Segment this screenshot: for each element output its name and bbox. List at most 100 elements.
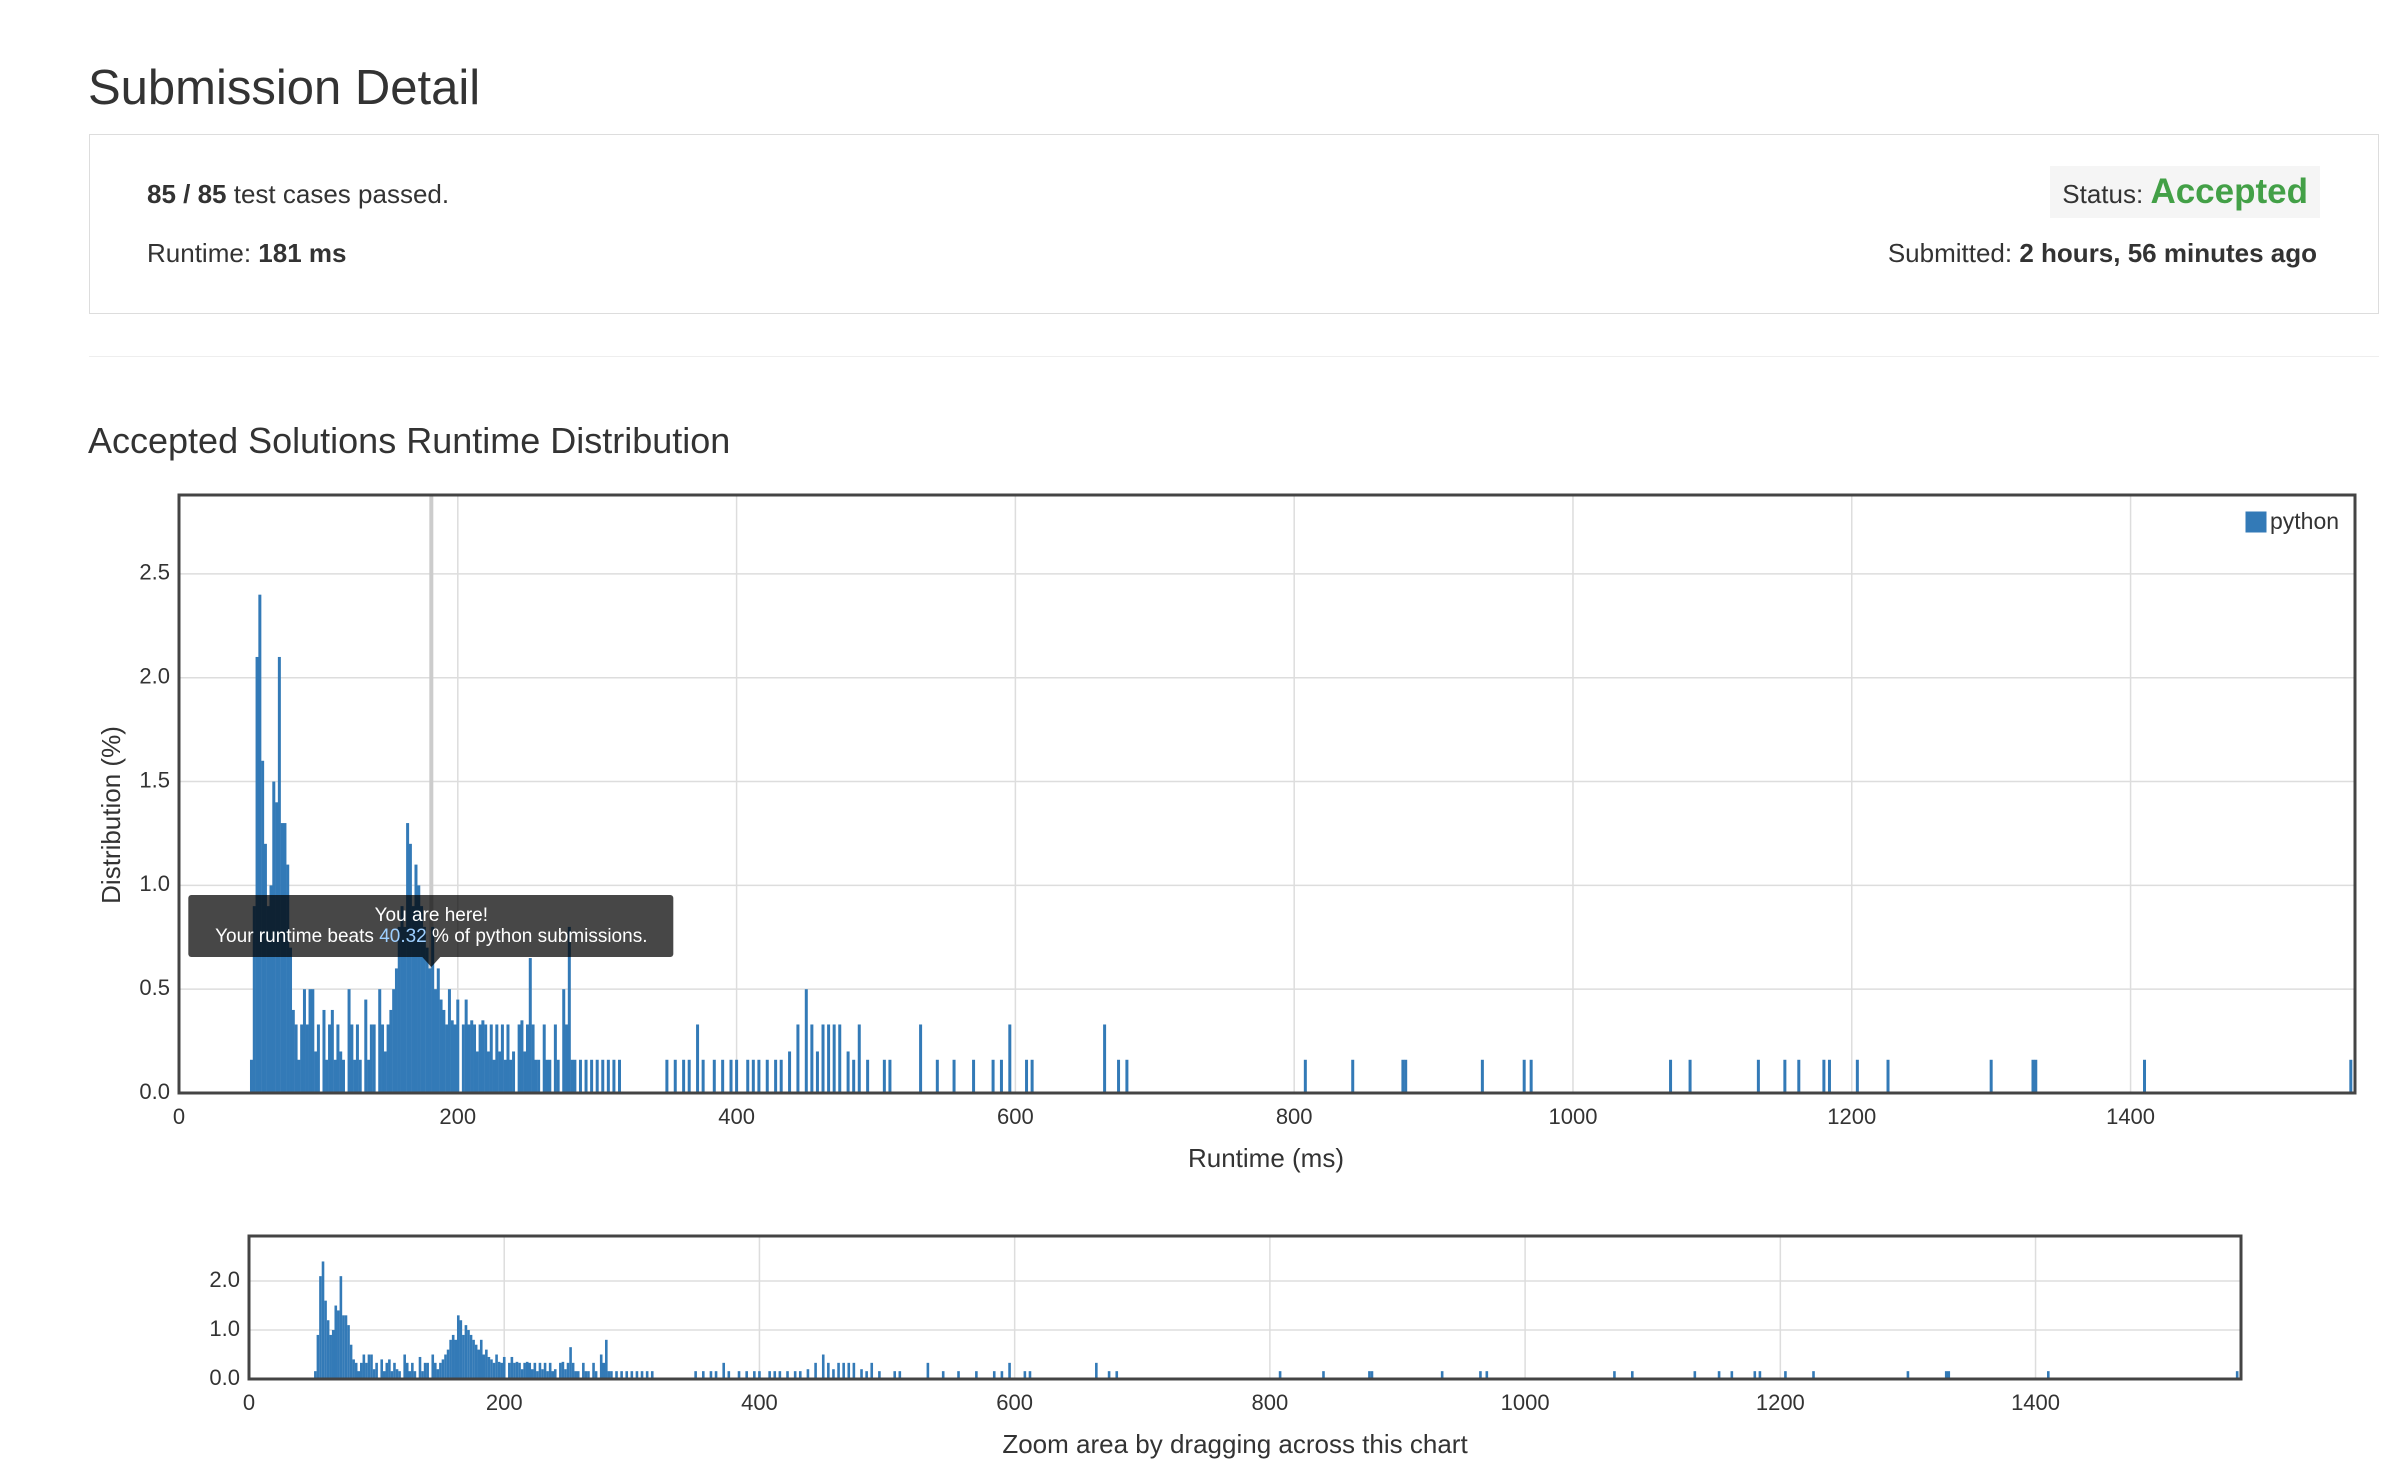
bar [773, 1371, 777, 1379]
bar [1797, 1059, 1801, 1093]
bar [737, 1371, 741, 1379]
bar [2143, 1059, 2147, 1093]
bar [607, 1371, 611, 1379]
bar [336, 1024, 340, 1093]
bar [1827, 1059, 1831, 1093]
bar [640, 1371, 644, 1379]
bar [796, 1024, 800, 1093]
bar [525, 1024, 529, 1093]
bar [300, 1024, 304, 1093]
bar [447, 989, 451, 1093]
bar [712, 1059, 716, 1093]
page-title: Submission Detail [88, 61, 481, 115]
bar [1717, 1371, 1721, 1379]
bar [330, 1009, 334, 1093]
bar [562, 989, 566, 1093]
bar [294, 1024, 298, 1093]
bar [528, 1362, 532, 1379]
x-tick-label: 1400 [2011, 1390, 2060, 1415]
bar [590, 1059, 594, 1093]
bar [592, 1362, 595, 1379]
bar [375, 1362, 378, 1379]
bar [498, 1051, 502, 1093]
bar [518, 1362, 521, 1379]
bar [397, 926, 401, 1093]
bar [425, 947, 429, 1093]
bar [344, 1315, 348, 1379]
bar [492, 1059, 496, 1093]
x-tick-label: 1200 [1756, 1390, 1805, 1415]
bar [584, 1059, 588, 1093]
bar [520, 1020, 524, 1093]
bar [489, 1024, 493, 1093]
x-tick-label: 400 [718, 1104, 755, 1129]
bar [882, 1059, 886, 1093]
bar [1730, 1371, 1734, 1379]
bar [542, 1024, 546, 1093]
bar [311, 989, 315, 1093]
bar [1303, 1059, 1307, 1093]
bar [359, 1362, 363, 1379]
bar [714, 1371, 718, 1379]
bar [337, 1310, 340, 1379]
bar [490, 1359, 493, 1379]
bar [481, 1020, 485, 1093]
bar [832, 1369, 835, 1379]
bar [1783, 1059, 1787, 1093]
bar [530, 1369, 534, 1379]
bar [469, 1334, 473, 1379]
bar [450, 1020, 454, 1093]
bar [548, 1059, 552, 1093]
bar [1404, 1059, 1408, 1093]
x-tick-label: 200 [439, 1104, 476, 1129]
status-line: Status: Accepted [2050, 166, 2320, 218]
bar [635, 1371, 639, 1379]
bar [576, 1371, 580, 1379]
bar [806, 1369, 810, 1379]
bar [798, 1371, 802, 1379]
bar [428, 968, 432, 1093]
bar [567, 926, 571, 1093]
bar [1278, 1371, 1282, 1379]
bar [385, 1362, 389, 1379]
bar [426, 1362, 429, 1379]
bar [500, 1024, 504, 1093]
y-tick-label: 1.5 [139, 767, 170, 792]
bar [382, 1371, 386, 1379]
bar [350, 1024, 354, 1093]
bar [753, 1371, 756, 1379]
bar [2047, 1371, 2050, 1379]
tooltip-prefix: Your runtime beats [215, 926, 374, 947]
bar [252, 906, 256, 1093]
navigator-caption: Zoom area by dragging across this chart [1002, 1429, 1468, 1459]
bar [326, 1320, 330, 1379]
divider [89, 356, 2379, 357]
runtime-value: 181 ms [258, 238, 347, 268]
bar [551, 1371, 555, 1379]
tooltip-percent: 40.32 [379, 926, 427, 947]
runtime-line: Runtime: 181 ms [147, 238, 346, 269]
bar [421, 1371, 424, 1379]
x-axis-label: Runtime (ms) [1188, 1143, 1344, 1173]
bar [456, 1315, 460, 1379]
bar [280, 823, 284, 1093]
bar [537, 1059, 541, 1093]
submitted-label: Submitted: [1887, 238, 2013, 268]
bar [601, 1059, 605, 1093]
bar [1025, 1059, 1029, 1093]
bar [1758, 1371, 1762, 1379]
bar [919, 1024, 923, 1093]
bar [786, 1371, 789, 1379]
bar [319, 1276, 322, 1379]
bar [1756, 1059, 1760, 1093]
bar [1368, 1371, 1371, 1379]
bar [297, 1059, 301, 1093]
bar [865, 1371, 868, 1379]
bar [1125, 1059, 1129, 1093]
bar [331, 1330, 335, 1379]
bar [2031, 1059, 2035, 1093]
bar [283, 823, 287, 1093]
bar [694, 1371, 697, 1379]
bar [418, 1356, 422, 1379]
bar [365, 1362, 368, 1379]
